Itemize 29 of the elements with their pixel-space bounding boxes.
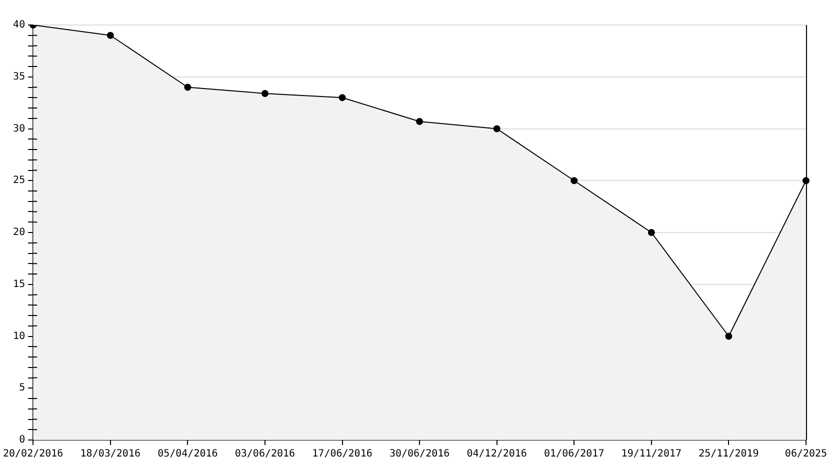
y-tick-label: 10: [13, 330, 26, 342]
x-tick-label: 03/06/2016: [234, 448, 296, 460]
point: [725, 332, 732, 340]
y-tick-label: 40: [13, 20, 26, 31]
point: [570, 177, 578, 184]
x-tick-label: 05/04/2016: [158, 448, 218, 460]
point: [184, 84, 192, 91]
x-tick-label: 06/2025: [784, 448, 828, 460]
point: [493, 125, 500, 132]
x-tick-label: 04/12/2016: [466, 448, 527, 460]
x-tick-label: 18/03/2016: [80, 448, 140, 460]
y-tick-label: 20: [13, 227, 26, 238]
y-tick-label: 0: [19, 434, 26, 446]
point: [261, 90, 268, 97]
point: [338, 94, 346, 102]
x-tick-label: 20/02/2016: [2, 448, 64, 460]
x-tick-label: 30/06/2016: [389, 448, 450, 460]
point: [106, 32, 114, 39]
point: [648, 229, 655, 236]
x-tick-label: 01/06/2017: [544, 448, 604, 460]
y-tick-label: 15: [13, 278, 26, 290]
y-tick-label: 5: [19, 382, 26, 394]
x-tick-label: 25/11/2019: [698, 448, 759, 460]
y-tick-label: 30: [13, 123, 26, 134]
x-tick-label: 17/06/2016: [312, 448, 372, 460]
y-tick-label: 35: [13, 71, 26, 82]
y-tick-label: 25: [13, 175, 26, 186]
point: [416, 118, 424, 125]
x-tick-label: 19/11/2017: [621, 448, 682, 460]
